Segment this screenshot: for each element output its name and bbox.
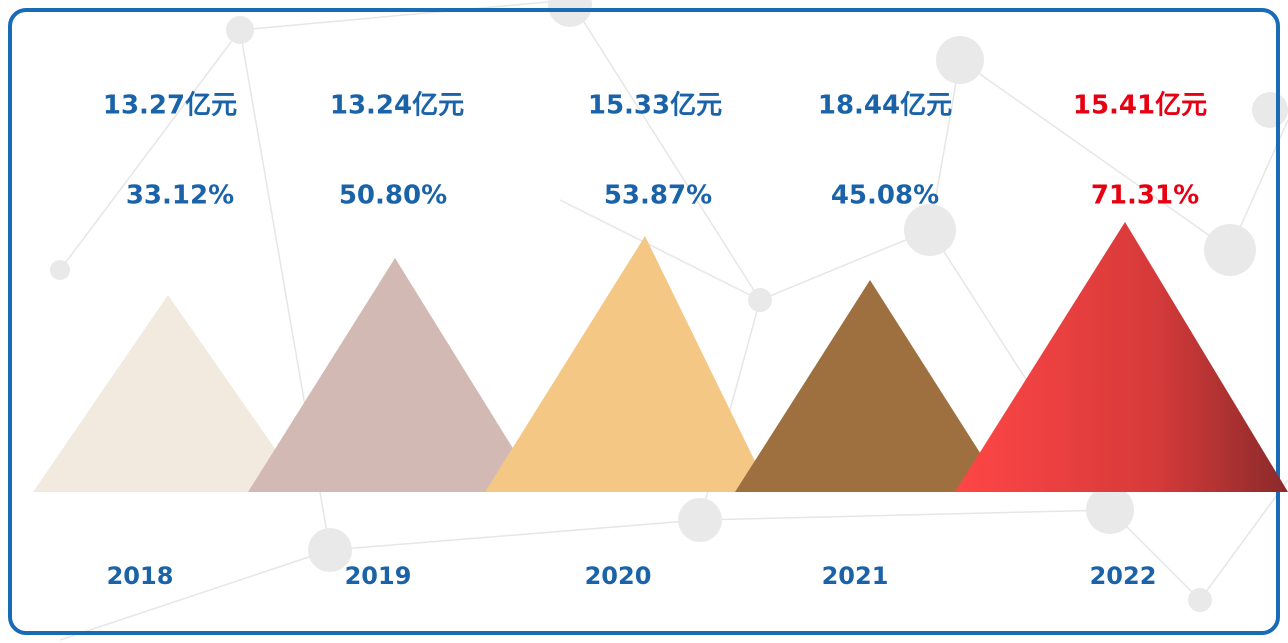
- percent: 50.80%: [339, 181, 447, 211]
- triangle: [735, 280, 1005, 492]
- amount: 18.44亿元: [818, 91, 952, 121]
- triangle: [248, 258, 540, 492]
- triangle: [485, 236, 770, 492]
- percent: 33.12%: [126, 181, 234, 211]
- triangle: [33, 295, 305, 492]
- amount: 13.27亿元: [103, 91, 237, 121]
- year: 2022: [1090, 562, 1157, 590]
- percent: 71.31%: [1091, 181, 1199, 211]
- year: 2018: [107, 562, 174, 590]
- year: 2020: [585, 562, 652, 590]
- amount: 15.41亿元: [1073, 91, 1207, 121]
- percent: 45.08%: [831, 181, 939, 211]
- frame: [8, 8, 1280, 635]
- percent: 53.87%: [604, 181, 712, 211]
- year: 2019: [345, 562, 412, 590]
- year: 2021: [822, 562, 889, 590]
- amount: 13.24亿元: [330, 91, 464, 121]
- amount: 15.33亿元: [588, 91, 722, 121]
- triangle: [955, 222, 1288, 492]
